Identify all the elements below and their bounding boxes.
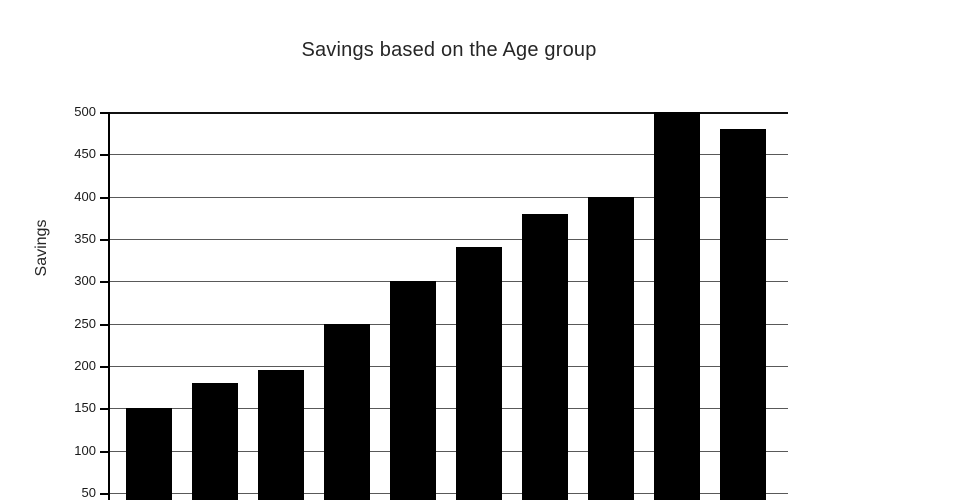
y-tick-mark	[100, 154, 110, 157]
bar	[192, 382, 238, 500]
y-tick-label: 250	[74, 315, 96, 331]
gridline	[110, 408, 788, 410]
bar	[654, 112, 700, 500]
bar	[390, 281, 436, 500]
y-tick-label: 450	[74, 146, 96, 162]
y-tick-mark	[100, 196, 110, 199]
bar	[126, 408, 172, 500]
y-tick-mark	[100, 408, 110, 411]
gridline	[110, 196, 788, 198]
y-tick-label: 150	[74, 400, 96, 416]
y-tick-label: 200	[74, 358, 96, 373]
gridline	[110, 493, 788, 494]
y-axis-title: Savings	[33, 219, 50, 277]
y-tick-label: 100	[74, 442, 96, 458]
gridline	[110, 323, 788, 325]
plot-area: 500 450 400 350 300 250 200 150 100 50	[74, 104, 788, 500]
bar	[522, 213, 568, 500]
bar	[588, 196, 634, 500]
y-tick-mark	[100, 493, 110, 495]
y-tick-label: 400	[74, 188, 96, 204]
bar	[456, 247, 502, 500]
y-tick-mark	[100, 366, 110, 368]
bar	[258, 370, 304, 500]
y-tick-mark	[100, 239, 110, 241]
y-tick-mark	[100, 450, 110, 453]
gridline	[110, 450, 788, 452]
gridline	[110, 154, 788, 156]
y-tick-mark	[100, 112, 110, 114]
y-tick-label: 300	[74, 273, 96, 289]
chart-title: Savings based on the Age group	[301, 39, 597, 61]
y-tick-label: 500	[74, 104, 96, 119]
bar	[324, 323, 370, 500]
y-tick-mark	[100, 323, 110, 326]
gridline	[110, 366, 788, 367]
gridline	[110, 112, 788, 114]
bar	[720, 128, 766, 500]
y-tick-label: 350	[74, 231, 96, 246]
gridline	[110, 281, 788, 283]
gridline	[110, 239, 788, 240]
y-tick-mark	[100, 281, 110, 284]
y-tick-label: 50	[81, 485, 96, 500]
